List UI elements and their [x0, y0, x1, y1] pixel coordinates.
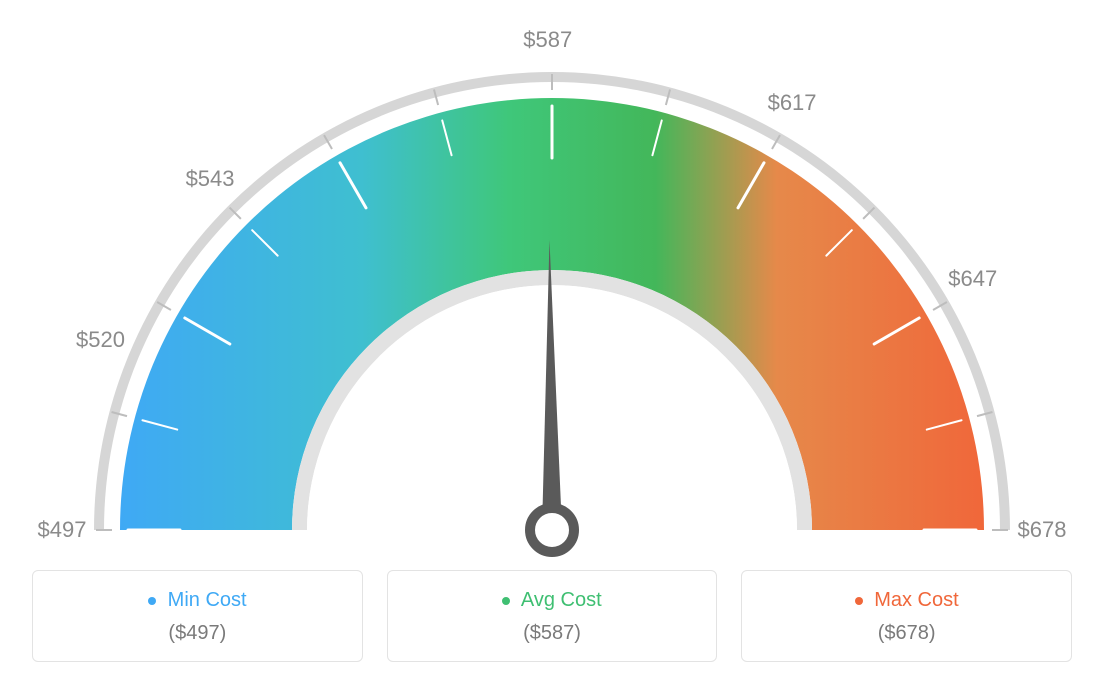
- gauge-tick-label: $587: [523, 27, 572, 53]
- gauge-svg: [0, 0, 1104, 560]
- legend-max-text: Max Cost: [874, 589, 958, 611]
- legend-avg-dot-icon: [502, 597, 510, 605]
- gauge-chart: $497 $520 $543 $587 $617 $647 $678: [0, 0, 1104, 560]
- legend-card-min: Min Cost ($497): [32, 570, 363, 662]
- gauge-tick-label: $520: [76, 327, 125, 353]
- gauge-tick-label: $497: [38, 517, 87, 543]
- legend-row: Min Cost ($497) Avg Cost ($587) Max Cost…: [32, 570, 1072, 662]
- legend-avg-label: Avg Cost: [388, 589, 717, 612]
- legend-min-label: Min Cost: [33, 589, 362, 612]
- legend-max-label: Max Cost: [742, 589, 1071, 612]
- legend-max-dot-icon: [855, 597, 863, 605]
- gauge-tick-label: $617: [768, 90, 817, 116]
- legend-max-value: ($678): [742, 622, 1071, 645]
- legend-card-max: Max Cost ($678): [741, 570, 1072, 662]
- legend-card-avg: Avg Cost ($587): [387, 570, 718, 662]
- legend-avg-value: ($587): [388, 622, 717, 645]
- legend-min-value: ($497): [33, 622, 362, 645]
- legend-min-dot-icon: [148, 597, 156, 605]
- gauge-tick-label: $678: [1018, 517, 1067, 543]
- gauge-tick-label: $647: [948, 266, 997, 292]
- legend-min-text: Min Cost: [168, 589, 247, 611]
- legend-avg-text: Avg Cost: [521, 589, 602, 611]
- gauge-tick-label: $543: [186, 166, 235, 192]
